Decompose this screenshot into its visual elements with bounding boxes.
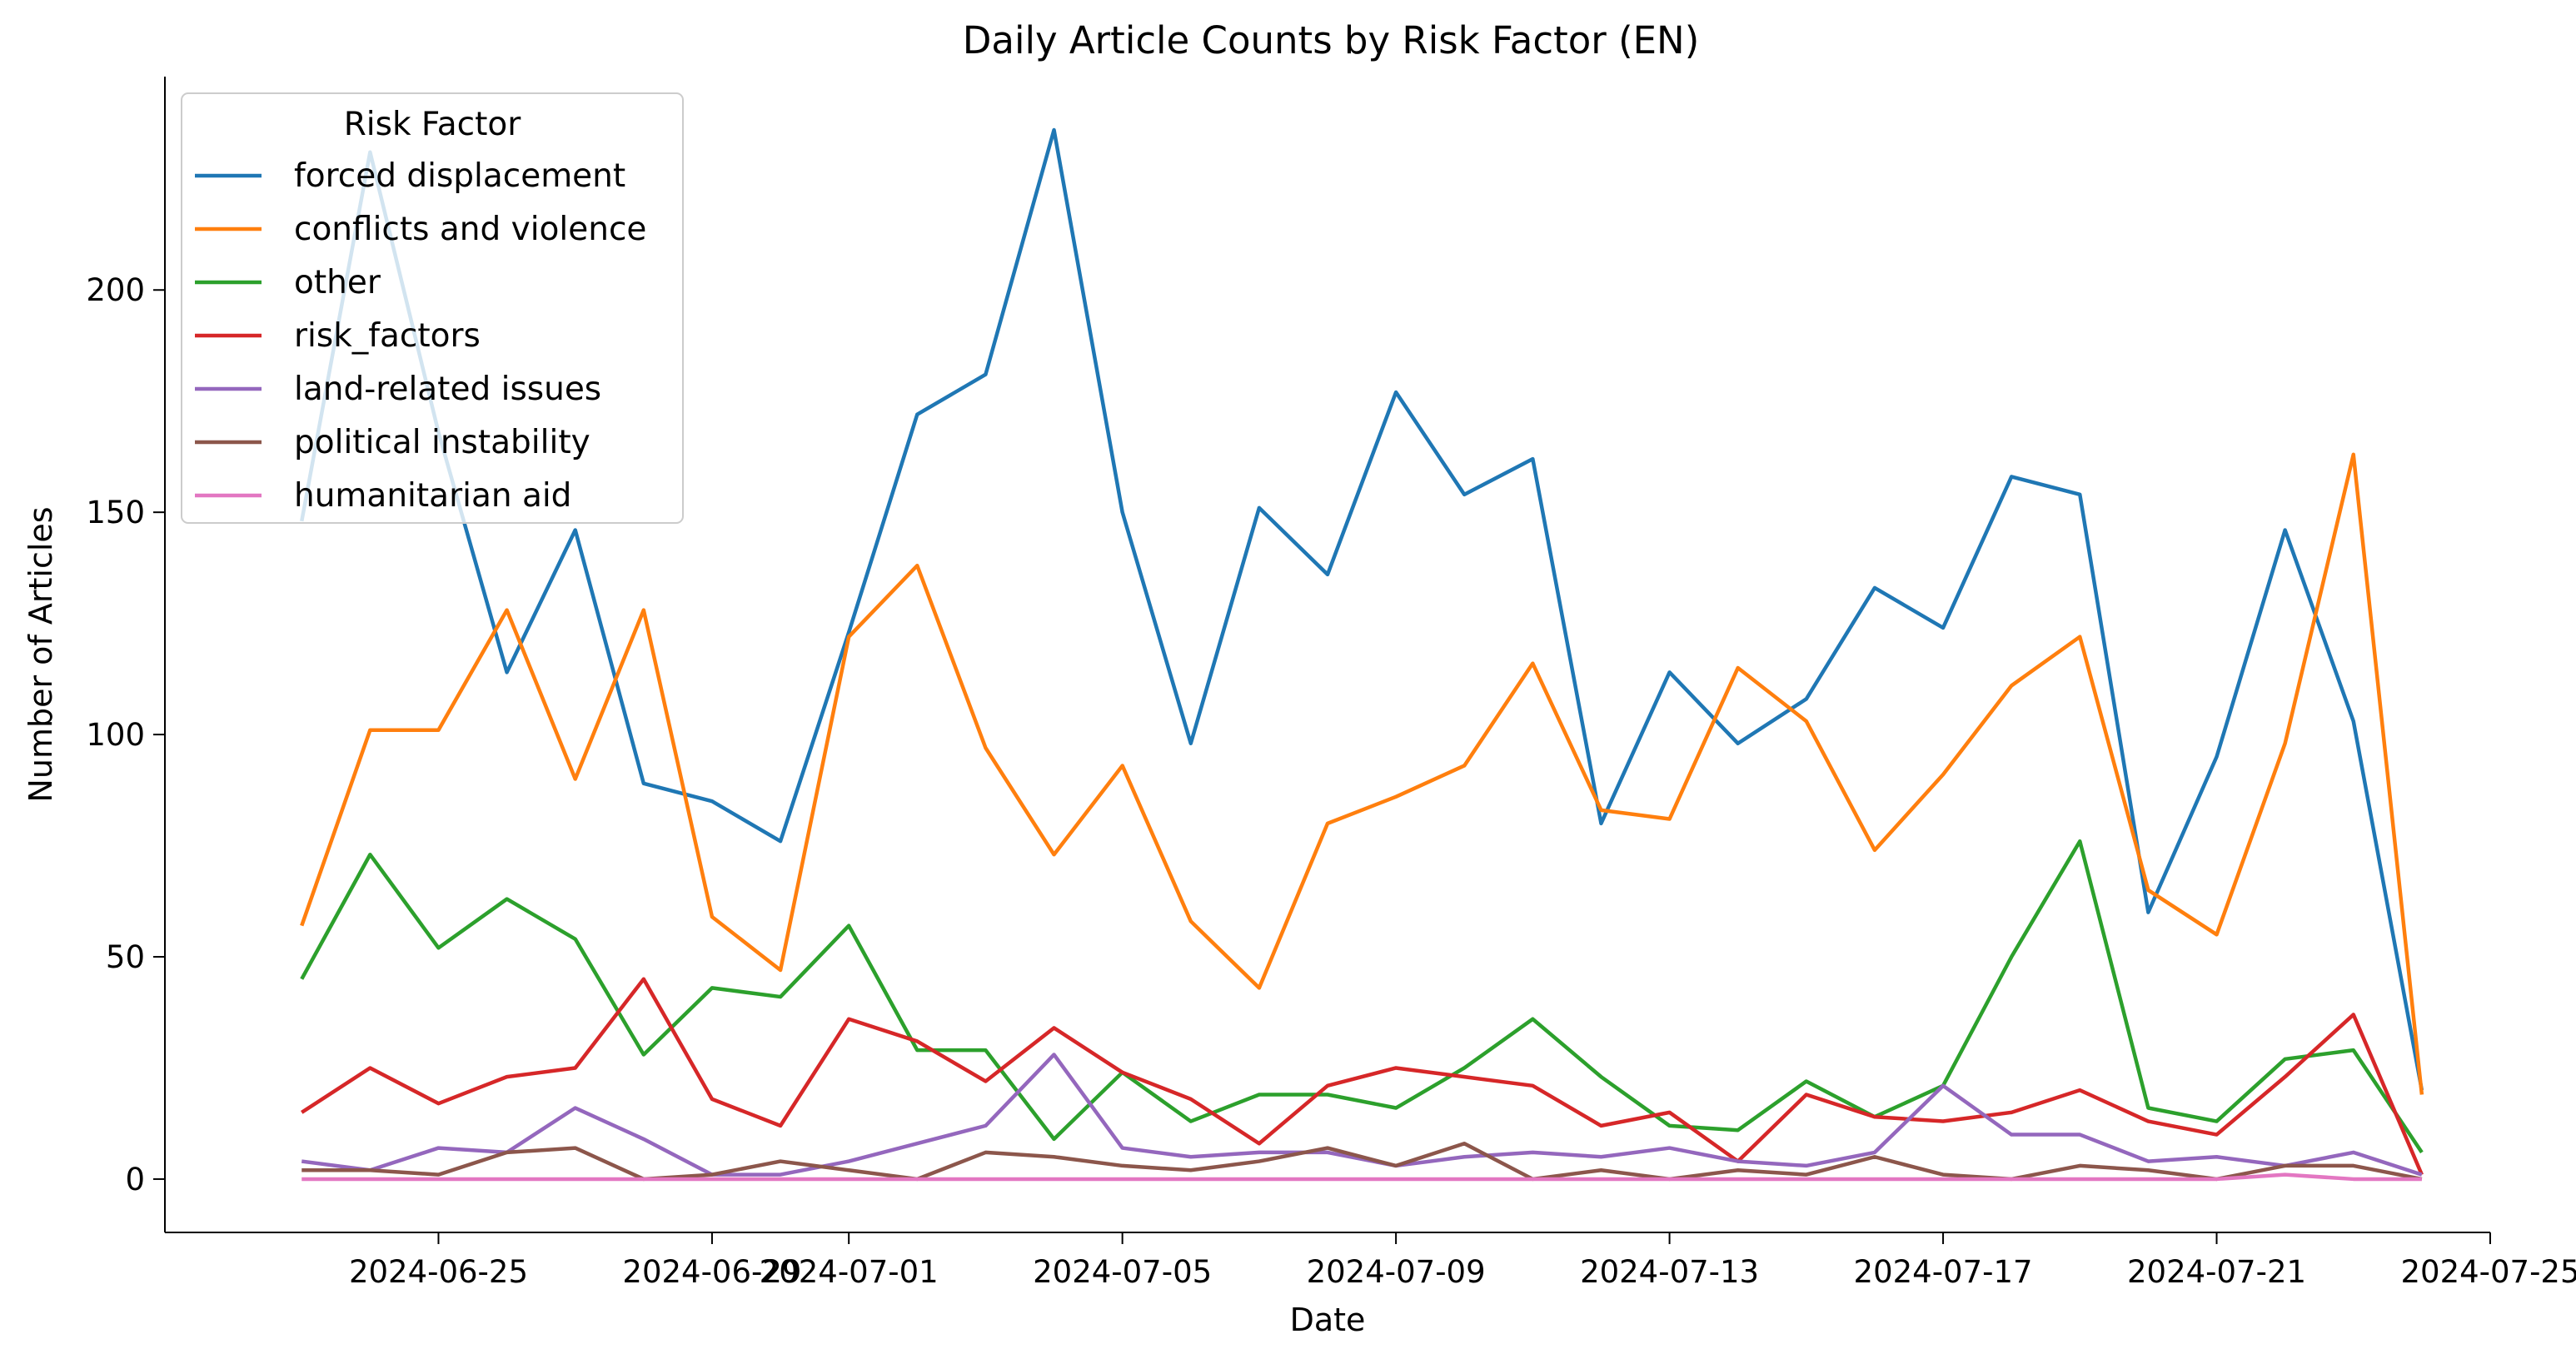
x-tick-label: 2024-07-17 bbox=[1854, 1254, 2033, 1290]
y-tick-label: 100 bbox=[86, 717, 145, 753]
axes bbox=[164, 77, 2490, 1233]
y-axis-ticks: 0 50 100 150 200 bbox=[86, 272, 165, 1197]
x-tick-label: 2024-07-13 bbox=[1580, 1254, 1759, 1290]
y-tick-label: 200 bbox=[86, 272, 145, 308]
legend-title: Risk Factor bbox=[344, 106, 522, 143]
x-tick-label: 2024-06-25 bbox=[349, 1254, 528, 1290]
legend-label: risk_factors bbox=[294, 317, 481, 355]
legend-label: other bbox=[294, 264, 381, 301]
series-line-6 bbox=[301, 1172, 2422, 1182]
legend-label: humanitarian aid bbox=[294, 477, 571, 515]
legend-label: conflicts and violence bbox=[294, 211, 646, 248]
legend-items: forced displacement conflicts and violenc… bbox=[195, 157, 646, 515]
x-tick-label: 2024-06-29 bbox=[622, 1254, 801, 1290]
chart-title: Daily Article Counts by Risk Factor (EN) bbox=[963, 18, 1700, 62]
legend-frame bbox=[181, 92, 684, 524]
legend-label: forced displacement bbox=[294, 157, 625, 195]
series-line-0 bbox=[300, 127, 2424, 1091]
legend-label: political instability bbox=[294, 424, 590, 461]
y-tick-label: 0 bbox=[125, 1162, 145, 1197]
x-tick-label: 2024-07-05 bbox=[1033, 1254, 1212, 1290]
x-tick-label: 2024-07-25 bbox=[2400, 1254, 2576, 1290]
x-tick-label: 2024-07-01 bbox=[760, 1254, 939, 1290]
y-tick-label: 50 bbox=[106, 939, 145, 975]
series-line-1 bbox=[300, 452, 2424, 1095]
series-line-2 bbox=[300, 839, 2424, 1154]
x-tick-label: 2024-07-09 bbox=[1307, 1254, 1486, 1290]
x-axis-label: Date bbox=[1290, 1302, 1366, 1338]
series-line-3 bbox=[301, 977, 2424, 1176]
x-tick-label: 2024-07-21 bbox=[2127, 1254, 2306, 1290]
y-axis-label: Number of Articles bbox=[22, 506, 59, 802]
plot-area bbox=[300, 127, 2424, 1182]
legend-label: land-related issues bbox=[294, 371, 601, 408]
y-tick-label: 150 bbox=[86, 495, 145, 530]
legend: Risk Factor forced displacement conflicts… bbox=[181, 92, 684, 524]
series-line-4 bbox=[301, 1053, 2423, 1177]
